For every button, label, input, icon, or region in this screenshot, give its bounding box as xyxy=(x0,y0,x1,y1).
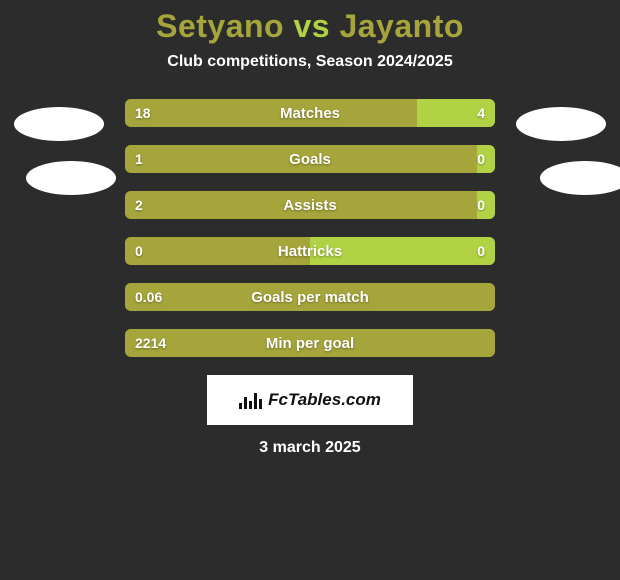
stat-label: Matches xyxy=(125,99,495,127)
subtitle: Club competitions, Season 2024/2025 xyxy=(0,53,620,71)
club-badge-right-1 xyxy=(516,107,606,141)
page-title: Setyano vs Jayanto xyxy=(0,0,620,45)
brand-icon-bar xyxy=(249,401,252,409)
stat-label: Goals xyxy=(125,145,495,173)
stat-value-right: 0 xyxy=(477,237,485,265)
stat-row: Min per goal2214 xyxy=(125,329,495,357)
stat-value-right: 4 xyxy=(477,99,485,127)
stat-value-left: 0 xyxy=(135,237,143,265)
club-badge-right-2 xyxy=(540,161,620,195)
stat-row: Assists2 0 xyxy=(125,191,495,219)
stat-row: Goals1 0 xyxy=(125,145,495,173)
content-area: Matches184Goals10Assists20Hattricks00Goa… xyxy=(0,99,620,457)
brand-icon-bar xyxy=(259,399,262,409)
stat-value-right: 0 xyxy=(477,145,485,173)
title-vs: vs xyxy=(293,8,330,44)
stat-value-left: 1 xyxy=(135,145,143,173)
stat-row: Matches18 4 xyxy=(125,99,495,127)
title-player2: Jayanto xyxy=(339,8,463,44)
brand-icon-bar xyxy=(239,403,242,409)
comparison-card: Setyano vs Jayanto Club competitions, Se… xyxy=(0,0,620,580)
date-label: 3 march 2025 xyxy=(0,439,620,457)
brand-box: FcTables.com xyxy=(207,375,413,425)
brand-chart-icon xyxy=(239,391,262,409)
club-badge-left-1 xyxy=(14,107,104,141)
stat-value-left: 18 xyxy=(135,99,151,127)
stat-label: Hattricks xyxy=(125,237,495,265)
stat-row: Goals per match0.06 xyxy=(125,283,495,311)
title-player1: Setyano xyxy=(156,8,284,44)
stat-label: Goals per match xyxy=(125,283,495,311)
stat-value-left: 0.06 xyxy=(135,283,162,311)
brand-text: FcTables.com xyxy=(268,390,381,410)
brand-icon-bar xyxy=(254,393,257,409)
stat-bars: Matches184Goals10Assists20Hattricks00Goa… xyxy=(125,99,495,357)
stat-label: Assists xyxy=(125,191,495,219)
stat-row: Hattricks0 0 xyxy=(125,237,495,265)
club-badge-left-2 xyxy=(26,161,116,195)
stat-label: Min per goal xyxy=(125,329,495,357)
stat-value-right: 0 xyxy=(477,191,485,219)
brand-icon-bar xyxy=(244,397,247,409)
stat-value-left: 2 xyxy=(135,191,143,219)
stat-value-left: 2214 xyxy=(135,329,166,357)
